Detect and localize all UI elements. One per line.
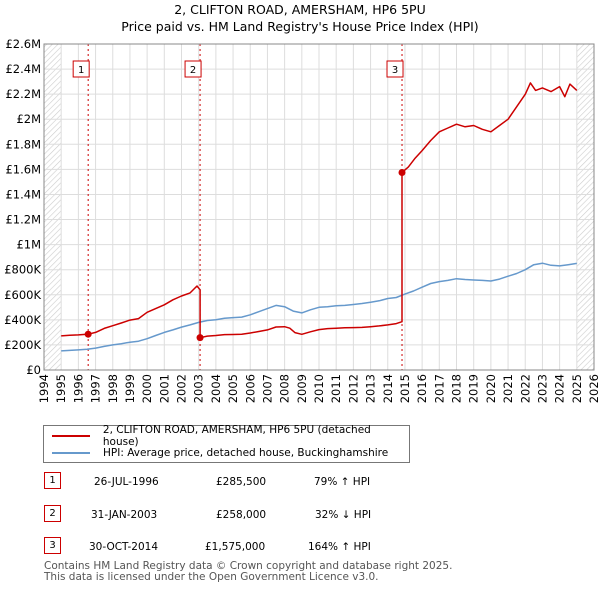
x-tick-label: 2014 — [381, 374, 395, 403]
x-tick-label: 2009 — [295, 374, 309, 403]
sale-number-box: 2 — [44, 505, 61, 522]
legend-red-label: 2, CLIFTON ROAD, AMERSHAM, HP6 5PU (deta… — [102, 424, 371, 448]
x-tick-label: 2008 — [278, 374, 292, 403]
sale-marker-box — [72, 60, 90, 78]
x-tick-label: 2025 — [570, 374, 584, 403]
chart: 1 2 3 £0 £200K £400K £600K £800K £1M £1.2M £1.4M £… — [4, 37, 600, 403]
sale-point — [84, 330, 92, 338]
footer: Contains HM Land Registry data © Crown c… — [44, 561, 452, 583]
legend: 2, CLIFTON ROAD, AMERSHAM, HP6 5PU (deta… — [43, 424, 410, 463]
y-tick-label: £800K — [4, 263, 41, 277]
title-line-2: Price paid vs. HM Land Registry's House … — [121, 19, 479, 34]
sale-date: 31-JAN-2003 — [91, 509, 158, 521]
sale-marker-box — [184, 60, 202, 78]
sale-hpi: 32% ↓ HPI — [315, 509, 372, 521]
y-tick-label: £200K — [4, 338, 41, 352]
legend-item-blue: HPI: Average price, detached house, Buck… — [52, 445, 388, 461]
sale-row: 2 31-JAN-2003 £258,000 32% ↓ HPI — [0, 505, 600, 525]
y-tick-label: £2.4M — [5, 62, 41, 76]
x-tick-label: 2022 — [518, 374, 532, 403]
x-tick-label: 1996 — [71, 374, 85, 403]
x-tick-label: 2003 — [192, 374, 206, 403]
x-tick-label: 1997 — [89, 374, 103, 403]
x-tick-label: 2002 — [175, 374, 189, 403]
sale-row: 1 26-JUL-1996 £285,500 79% ↑ HPI — [0, 472, 600, 492]
sale-hpi: 164% ↑ HPI — [308, 541, 371, 553]
y-tick-label: £1.4M — [5, 187, 41, 201]
sale-marker-label: 2 — [190, 65, 196, 76]
hatched-region — [44, 44, 62, 370]
x-tick-label: 2012 — [346, 374, 360, 403]
sale-date: 26-JUL-1996 — [94, 476, 159, 488]
y-tick-label: £2.6M — [5, 37, 41, 51]
sale-number-box: 1 — [44, 472, 61, 489]
sale-price: £285,500 — [216, 476, 267, 488]
sale-row: 3 30-OCT-2014 £1,575,000 164% ↑ HPI — [0, 537, 600, 557]
legend-red-line — [52, 435, 90, 437]
sale-price: £258,000 — [216, 509, 267, 521]
y-tick-label: £600K — [4, 288, 41, 302]
y-tick-label: £400K — [4, 313, 41, 327]
x-tick-label: 2005 — [226, 374, 240, 403]
x-tick-label: 2006 — [243, 374, 257, 403]
y-tick-label: £1.6M — [5, 162, 41, 176]
x-tick-label: 2024 — [553, 374, 567, 403]
x-tick-label: 2007 — [260, 374, 274, 403]
sale-date: 30-OCT-2014 — [89, 541, 158, 553]
x-tick-label: 2004 — [209, 374, 223, 403]
x-tick-label: 1998 — [106, 374, 120, 403]
sale-point — [196, 334, 204, 342]
x-tick-label: 1995 — [54, 374, 68, 403]
x-tick-label: 2018 — [450, 374, 464, 403]
plot-frame — [43, 43, 595, 371]
sale-hpi: 79% ↑ HPI — [314, 476, 371, 488]
sale-marker-label: 1 — [78, 65, 84, 76]
sale-number-box: 3 — [44, 537, 61, 554]
x-tick-label: 2026 — [587, 374, 600, 403]
chart-title: 2, CLIFTON ROAD, AMERSHAM, HP6 5PU Price… — [0, 1, 600, 35]
sale-marker-box — [386, 60, 404, 78]
footer-line-2: This data is licensed under the Open Gov… — [44, 571, 379, 583]
x-tick-label: 2010 — [312, 374, 326, 403]
y-tick-label: £1M — [16, 238, 41, 252]
y-tick-label: £2.2M — [5, 87, 41, 101]
sale-point — [398, 169, 406, 177]
x-tick-label: 2023 — [535, 374, 549, 403]
hatched-region — [576, 44, 594, 370]
x-tick-label: 2021 — [501, 374, 515, 403]
hpi-line — [61, 262, 577, 352]
y-tick-label: £0 — [26, 363, 41, 377]
sale-price: £1,575,000 — [205, 541, 266, 553]
footer-line-1: Contains HM Land Registry data © Crown c… — [44, 560, 453, 572]
price-paid-line — [61, 82, 578, 339]
x-tick-label: 2000 — [140, 374, 154, 403]
y-tick-label: £1.2M — [5, 213, 41, 227]
x-tick-label: 2017 — [432, 374, 446, 403]
x-tick-label: 2011 — [329, 374, 343, 403]
x-tick-label: 1994 — [37, 374, 51, 403]
y-tick-label: £1.8M — [5, 137, 41, 151]
sale-marker-label: 3 — [392, 65, 398, 76]
x-tick-label: 1999 — [123, 374, 137, 403]
x-tick-label: 2020 — [484, 374, 498, 403]
x-tick-label: 2019 — [467, 374, 481, 403]
x-tick-label: 2001 — [157, 374, 171, 403]
legend-blue-label: HPI: Average price, detached house, Buck… — [103, 447, 389, 459]
x-tick-label: 2013 — [364, 374, 378, 403]
legend-blue-line — [52, 452, 90, 454]
y-tick-label: £2M — [16, 112, 41, 126]
x-tick-label: 2015 — [398, 374, 412, 403]
x-tick-label: 2016 — [415, 374, 429, 403]
title-line-1: 2, CLIFTON ROAD, AMERSHAM, HP6 5PU — [174, 2, 426, 17]
legend-item-red: 2, CLIFTON ROAD, AMERSHAM, HP6 5PU (deta… — [52, 424, 409, 448]
